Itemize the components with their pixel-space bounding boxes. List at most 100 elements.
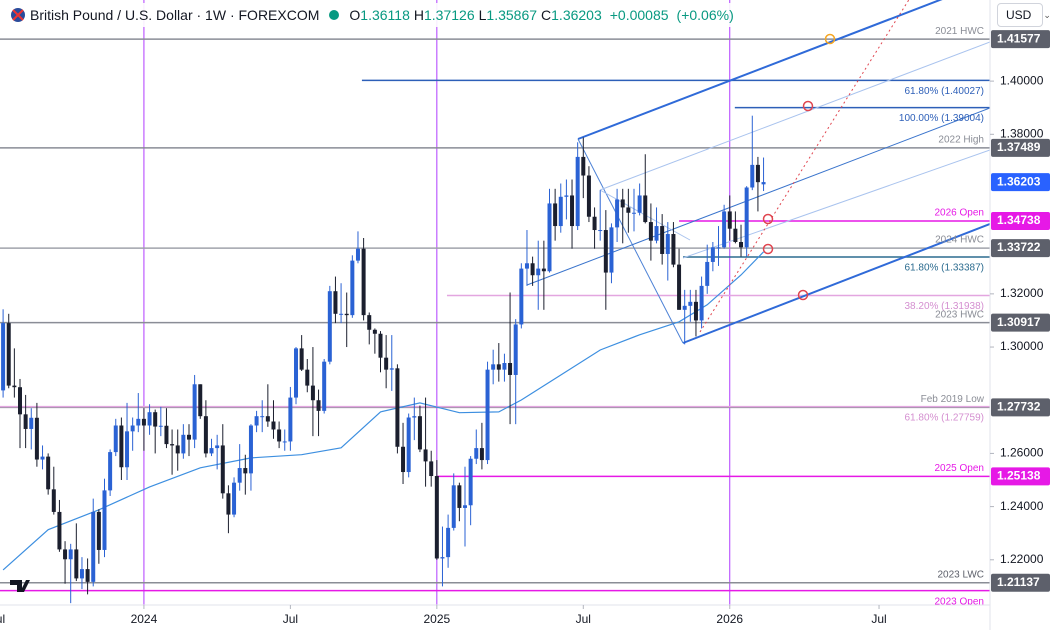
candle-body xyxy=(603,230,608,273)
axes: 1.22000 1.24000 1.26000 1.30000 1.32000 1.380… xyxy=(0,30,1050,626)
level-tag: 1.37489 xyxy=(997,140,1041,154)
symbol-title: British Pound / U.S. Dollar · 1W · FOREX… xyxy=(30,7,320,23)
currency: USD xyxy=(1006,8,1032,22)
marker xyxy=(824,33,836,45)
y-tick-label: 1.22000 xyxy=(1000,552,1044,566)
y-tick-label: 1.26000 xyxy=(1000,446,1044,460)
candle-body xyxy=(1,323,6,391)
candle-body xyxy=(547,203,552,272)
trend-line xyxy=(699,0,910,333)
candle-body xyxy=(350,260,355,316)
y-tick-label: 1.30000 xyxy=(1000,339,1044,353)
candle-body xyxy=(170,444,175,446)
markers xyxy=(762,33,836,301)
level-tag: 1.21137 xyxy=(997,575,1040,589)
candle-body xyxy=(699,285,704,321)
ohlc-label: L xyxy=(478,7,487,23)
candle-body xyxy=(130,425,135,432)
candle-body xyxy=(609,227,614,273)
candle-body xyxy=(727,211,732,229)
candle-body xyxy=(716,247,721,249)
candle-body xyxy=(147,412,152,426)
candle-body xyxy=(260,416,265,418)
channel-upper xyxy=(577,0,943,140)
candle-body xyxy=(620,199,625,208)
candle-body xyxy=(384,357,389,370)
time-axis xyxy=(0,605,990,630)
level-tag-bg xyxy=(991,573,1050,592)
x-tick-label: Jul xyxy=(871,612,886,626)
ohlc-value: 1.35867 xyxy=(486,7,538,23)
candle-body xyxy=(215,445,220,449)
candle-body xyxy=(553,203,558,227)
logo xyxy=(10,580,30,592)
median-line xyxy=(526,107,990,286)
level-label: 38.20% (1.31938) xyxy=(904,301,984,312)
level-labels: 2021 HWC 61.80% (1.40027) 100.00% (1.39004… xyxy=(899,26,985,607)
level-label: 61.80% (1.27759) xyxy=(904,412,984,423)
ohlc-value: 1.37126 xyxy=(424,7,475,23)
candle-body xyxy=(530,263,535,276)
candle-body xyxy=(637,195,642,213)
candle-body xyxy=(693,301,698,321)
x-tick-label: 2026 xyxy=(716,612,743,626)
candle-body xyxy=(74,549,79,579)
last-price-tag: 1.36203 xyxy=(997,174,1041,188)
currency-select[interactable]: USD ⌄ xyxy=(997,3,1050,27)
x-tick-label: 2024 xyxy=(131,612,158,626)
candle-body xyxy=(592,216,597,231)
candle-body xyxy=(12,385,17,388)
candle-body xyxy=(406,417,411,473)
candle-body xyxy=(586,175,591,217)
candle-body xyxy=(294,348,299,398)
candle-body xyxy=(665,234,670,254)
candle-body xyxy=(677,264,682,310)
ohlc-value: 1.36203 xyxy=(551,7,602,23)
candle-body xyxy=(451,485,456,528)
level-label: 61.80% (1.40027) xyxy=(904,86,984,97)
candle-body xyxy=(643,195,648,223)
candles xyxy=(1,115,766,604)
level-label: Feb 2019 Low xyxy=(921,394,985,405)
candle-body xyxy=(570,195,575,227)
candle-body xyxy=(631,212,636,214)
candle-body xyxy=(63,549,68,560)
level-tag-bg xyxy=(991,212,1050,231)
candle-body xyxy=(220,445,225,494)
channel-lower xyxy=(682,222,990,344)
candle-body xyxy=(96,511,101,550)
marker xyxy=(797,289,809,301)
candle-body xyxy=(79,569,84,579)
ohlc-label: O xyxy=(349,7,361,23)
candle-body xyxy=(175,445,180,454)
candle-body xyxy=(102,490,107,550)
tv-logo xyxy=(10,580,30,592)
candle-body xyxy=(243,468,248,474)
candle-body xyxy=(378,333,383,358)
y-tick-label: 1.38000 xyxy=(1000,126,1044,140)
candle-body xyxy=(344,313,349,316)
candle-body xyxy=(434,476,439,559)
candle-body xyxy=(108,452,113,491)
last-price-tag-bg xyxy=(991,173,1050,192)
candle-body xyxy=(401,446,406,473)
candle-body xyxy=(575,156,580,227)
level-tag-bg xyxy=(991,30,1050,49)
level-label: 2026 Open xyxy=(935,208,985,219)
candle-body xyxy=(626,207,631,213)
candle-body xyxy=(209,448,214,454)
level-tag: 1.27732 xyxy=(997,400,1041,414)
candle-body xyxy=(23,414,28,429)
candle-body xyxy=(136,418,141,426)
candle-body xyxy=(34,417,39,460)
ohlc: O 1.36118 H 1.37126 L 1.35867 C 1.36203 xyxy=(349,7,605,23)
candle-body xyxy=(615,199,620,228)
candle-body xyxy=(322,361,327,411)
level-tag-bg xyxy=(991,313,1050,332)
level-label: 2024 HWC xyxy=(935,235,984,246)
level-tag-bg xyxy=(991,398,1050,417)
candle-body xyxy=(40,456,45,460)
level-tag-bg xyxy=(991,467,1050,486)
chevron: ⌄ xyxy=(1043,9,1050,20)
